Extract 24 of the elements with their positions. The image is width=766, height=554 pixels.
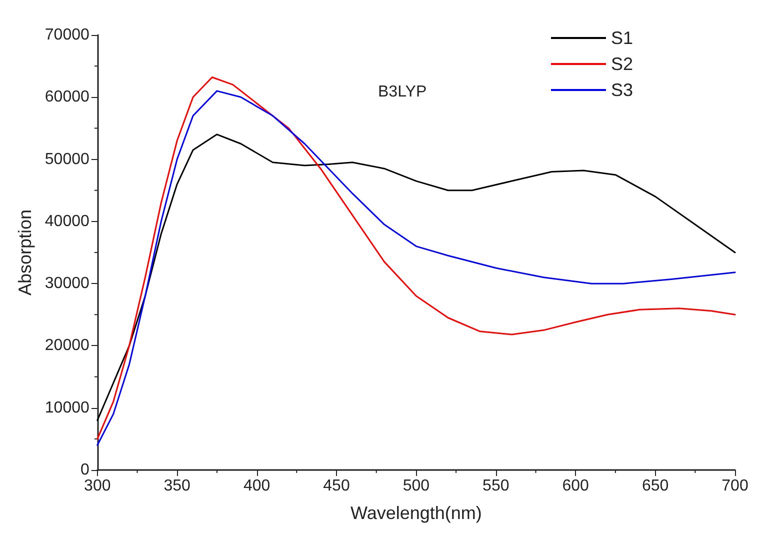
y-axis-title: Absorption <box>15 209 35 296</box>
y-tick-label: 60000 <box>44 88 90 106</box>
x-tick-label: 500 <box>402 478 430 494</box>
y-tick-label: 30000 <box>44 275 90 292</box>
x-tick-label: 400 <box>243 478 270 494</box>
legend-label: S3 <box>610 80 634 100</box>
annotation: B3LYP <box>378 84 427 100</box>
x-tick-label: 350 <box>164 478 191 494</box>
y-tick-label: 10000 <box>44 399 90 416</box>
legend-label: S1 <box>610 28 634 48</box>
y-tick-label: 40000 <box>44 212 90 230</box>
y-tick-label: 0 <box>80 462 90 478</box>
x-tick-label: 450 <box>323 478 350 494</box>
x-tick-label: 700 <box>722 478 748 494</box>
x-tick-label: 650 <box>642 478 669 494</box>
y-tick-label: 20000 <box>44 337 90 354</box>
y-tick-label: 70000 <box>44 26 90 44</box>
x-tick-label: 600 <box>562 478 590 494</box>
line-series <box>96 134 736 422</box>
x-axis-title: Wavelength(nm) <box>350 503 482 523</box>
legend-label: S2 <box>610 54 634 74</box>
x-tick-label: 550 <box>482 478 510 494</box>
x-tick-label: 300 <box>84 478 111 494</box>
y-tick-label: 50000 <box>44 150 90 168</box>
